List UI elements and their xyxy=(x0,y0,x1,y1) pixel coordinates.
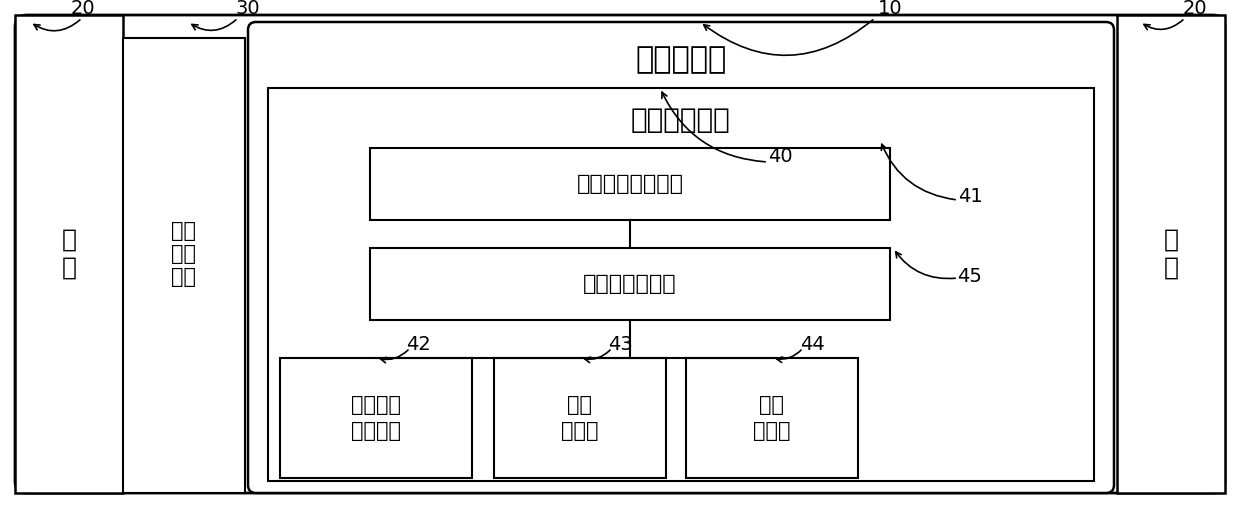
Text: 41: 41 xyxy=(957,186,982,206)
Bar xyxy=(494,358,666,478)
Text: 光电处理模块: 光电处理模块 xyxy=(631,106,730,134)
Text: 20: 20 xyxy=(71,0,95,17)
Bar xyxy=(1117,15,1225,493)
Text: 端
盖: 端 盖 xyxy=(1163,228,1178,280)
Bar xyxy=(370,248,890,320)
Text: 20: 20 xyxy=(1183,0,1208,17)
Text: 30: 30 xyxy=(236,0,260,17)
Text: 10: 10 xyxy=(878,0,903,17)
Text: 光电
分离
模块: 光电 分离 模块 xyxy=(171,221,196,287)
Text: 模拟光放大子模块: 模拟光放大子模块 xyxy=(577,174,683,194)
Text: 43: 43 xyxy=(608,335,632,354)
Bar xyxy=(686,358,858,478)
Bar xyxy=(123,38,246,493)
Text: 同步
子模块: 同步 子模块 xyxy=(753,395,791,441)
Text: 44: 44 xyxy=(800,335,825,354)
Text: 端
盖: 端 盖 xyxy=(62,228,77,280)
Bar xyxy=(370,148,890,220)
Text: 数字光放
大子模块: 数字光放 大子模块 xyxy=(351,395,401,441)
FancyBboxPatch shape xyxy=(248,22,1114,493)
Bar xyxy=(280,358,472,478)
Bar xyxy=(268,88,1094,481)
Text: 42: 42 xyxy=(405,335,430,354)
Text: 40: 40 xyxy=(768,147,792,165)
Text: 45: 45 xyxy=(957,267,982,286)
Bar xyxy=(15,15,123,493)
Text: 电源管理子模块: 电源管理子模块 xyxy=(583,274,677,294)
Text: 解调
子模块: 解调 子模块 xyxy=(562,395,599,441)
FancyBboxPatch shape xyxy=(15,15,1225,493)
Text: 承压筒模块: 承压筒模块 xyxy=(635,45,727,74)
